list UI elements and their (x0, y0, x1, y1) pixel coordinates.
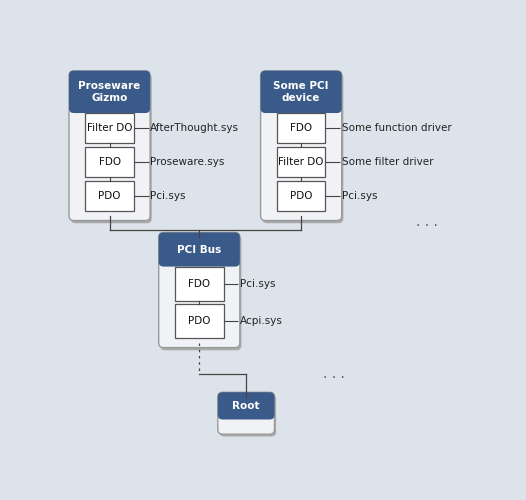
Bar (74, 92, 145, 108)
Text: FDO: FDO (188, 278, 210, 288)
Text: PCI Bus: PCI Bus (177, 244, 221, 254)
FancyBboxPatch shape (159, 232, 240, 266)
Text: PDO: PDO (290, 191, 312, 201)
Bar (277, 147, 326, 178)
Bar (164, 250, 235, 262)
Text: . . .: . . . (417, 216, 438, 230)
Bar (85, 113, 134, 143)
Bar (277, 113, 326, 143)
Text: Some filter driver: Some filter driver (342, 157, 433, 167)
Text: FDO: FDO (98, 157, 120, 167)
Bar (85, 181, 134, 212)
Bar (266, 92, 337, 108)
Text: FDO: FDO (290, 123, 312, 133)
Text: Pci.sys: Pci.sys (150, 191, 186, 201)
Text: Acpi.sys: Acpi.sys (240, 316, 282, 326)
Text: Filter DO: Filter DO (87, 123, 133, 133)
Bar (175, 266, 224, 300)
Bar (85, 147, 134, 178)
Text: Root: Root (232, 401, 260, 411)
Text: PDO: PDO (188, 316, 210, 326)
FancyBboxPatch shape (262, 74, 343, 223)
Text: Some PCI
device: Some PCI device (274, 80, 329, 103)
Text: Some function driver: Some function driver (342, 123, 451, 133)
Text: Pci.sys: Pci.sys (342, 191, 377, 201)
Text: Proseware.sys: Proseware.sys (150, 157, 225, 167)
FancyBboxPatch shape (70, 74, 152, 223)
FancyBboxPatch shape (159, 232, 240, 347)
Bar (222, 406, 270, 415)
Text: Pci.sys: Pci.sys (240, 278, 275, 288)
FancyBboxPatch shape (218, 392, 275, 419)
Text: Proseware
Gizmo: Proseware Gizmo (78, 80, 140, 103)
Text: . . .: . . . (322, 367, 345, 381)
FancyBboxPatch shape (160, 235, 241, 350)
FancyBboxPatch shape (260, 71, 342, 113)
Bar (175, 304, 224, 338)
Bar (277, 181, 326, 212)
FancyBboxPatch shape (69, 71, 150, 113)
Text: PDO: PDO (98, 191, 121, 201)
FancyBboxPatch shape (218, 392, 275, 434)
Text: AfterThought.sys: AfterThought.sys (150, 123, 239, 133)
FancyBboxPatch shape (69, 71, 150, 221)
Text: Filter DO: Filter DO (278, 157, 324, 167)
FancyBboxPatch shape (219, 394, 276, 436)
FancyBboxPatch shape (260, 71, 342, 221)
